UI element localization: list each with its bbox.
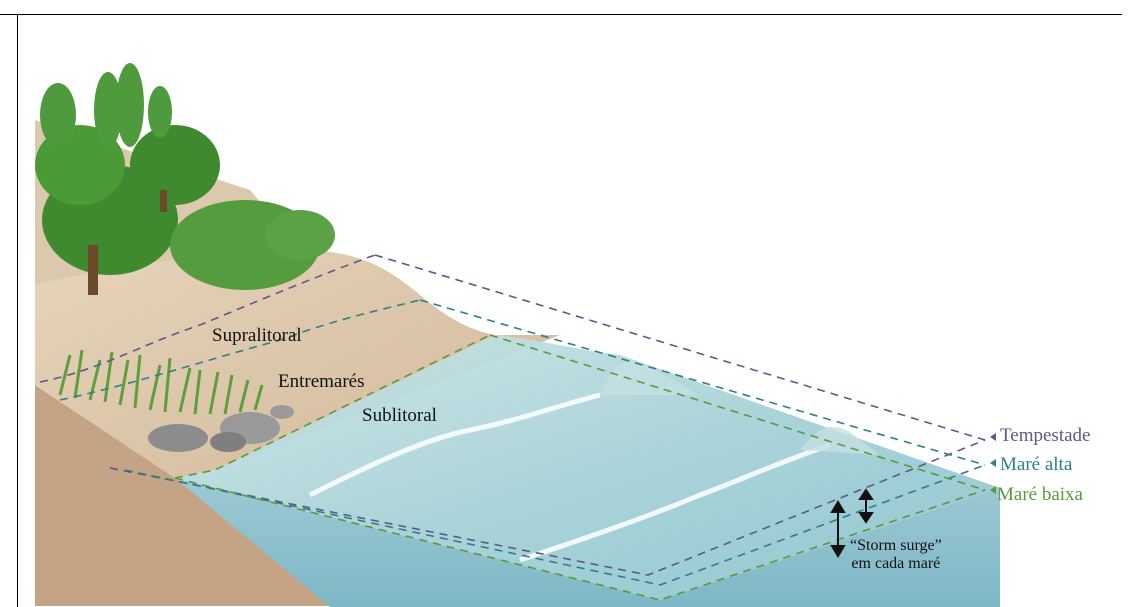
mare-baixa-lines [174, 334, 986, 601]
tempestade-label: Tempestade [1000, 425, 1091, 446]
storm-surge-arrows [830, 488, 874, 558]
sand-surface [35, 250, 560, 478]
mare-alta-label: Maré alta [1000, 454, 1073, 475]
mare-alta-lines [59, 299, 986, 586]
mare-alta-pointer [990, 459, 996, 467]
tempestade-lines [39, 254, 986, 576]
frame-top-line [0, 14, 1122, 15]
sea-surface [175, 335, 1000, 600]
supralitoral-label: Supralitoral [212, 325, 302, 346]
wave-crest-1 [308, 392, 601, 498]
wave-crest-2 [519, 442, 831, 563]
sublitoral-label: Sublitoral [362, 405, 437, 426]
wave-hill-1 [600, 361, 700, 395]
rocks [148, 405, 294, 452]
sea-front [175, 478, 1000, 607]
storm-surge-note-line1: “Storm surge” [850, 537, 942, 554]
entremares-label: Entremarés [278, 371, 365, 392]
frame-left-line [17, 14, 18, 607]
mare-baixa-pointer [990, 486, 996, 494]
mare-baixa-label: Maré baixa [997, 484, 1083, 505]
storm-surge-note-line2: em cada maré [851, 555, 941, 572]
tempestade-pointer [990, 433, 996, 441]
wave-hill-2 [800, 426, 880, 455]
storm-surge-note: “Storm surge” em cada maré [850, 537, 942, 573]
trees [35, 63, 335, 295]
